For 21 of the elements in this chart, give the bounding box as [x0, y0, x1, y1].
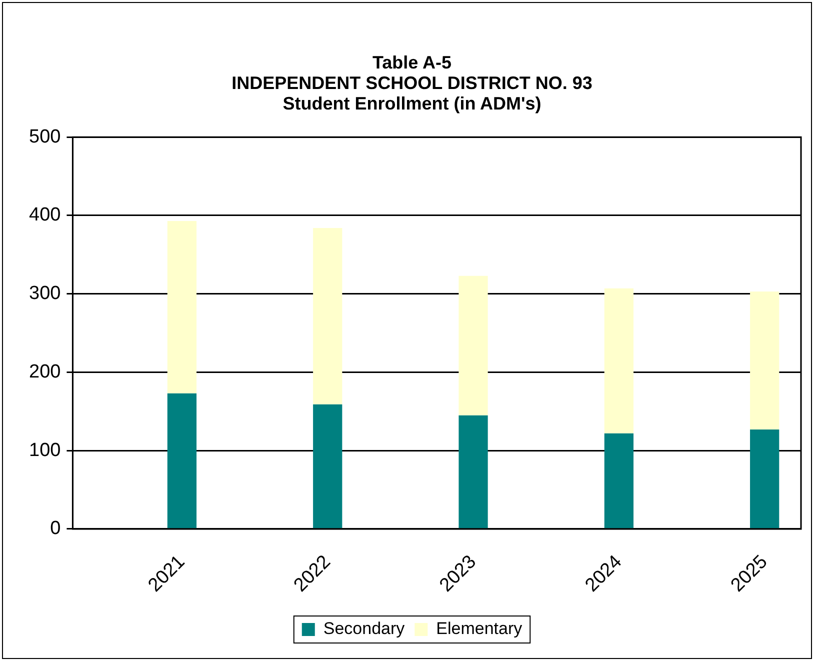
bar — [313, 228, 342, 404]
legend-label: Secondary — [323, 619, 406, 638]
bar — [750, 429, 780, 528]
y-tick-label: 0 — [50, 518, 61, 540]
bar — [604, 288, 634, 434]
bar — [167, 220, 197, 394]
y-tick-label: 500 — [29, 126, 61, 148]
text: Table A-5 — [372, 52, 452, 72]
bar — [167, 393, 197, 528]
bar — [750, 292, 780, 430]
y-tick-label: 100 — [29, 440, 61, 461]
bar — [458, 415, 488, 528]
bar — [458, 276, 488, 416]
bar — [313, 404, 342, 528]
y-tick-label: 300 — [29, 283, 61, 304]
legend-label: Elementary — [436, 619, 523, 638]
text: INDEPENDENT SCHOOL DISTRICT NO. 93 — [232, 73, 592, 94]
y-tick-label: 200 — [29, 361, 61, 382]
bar — [604, 433, 634, 528]
y-tick-label: 400 — [29, 204, 61, 226]
text: Student Enrollment (in ADM's) — [282, 94, 542, 114]
